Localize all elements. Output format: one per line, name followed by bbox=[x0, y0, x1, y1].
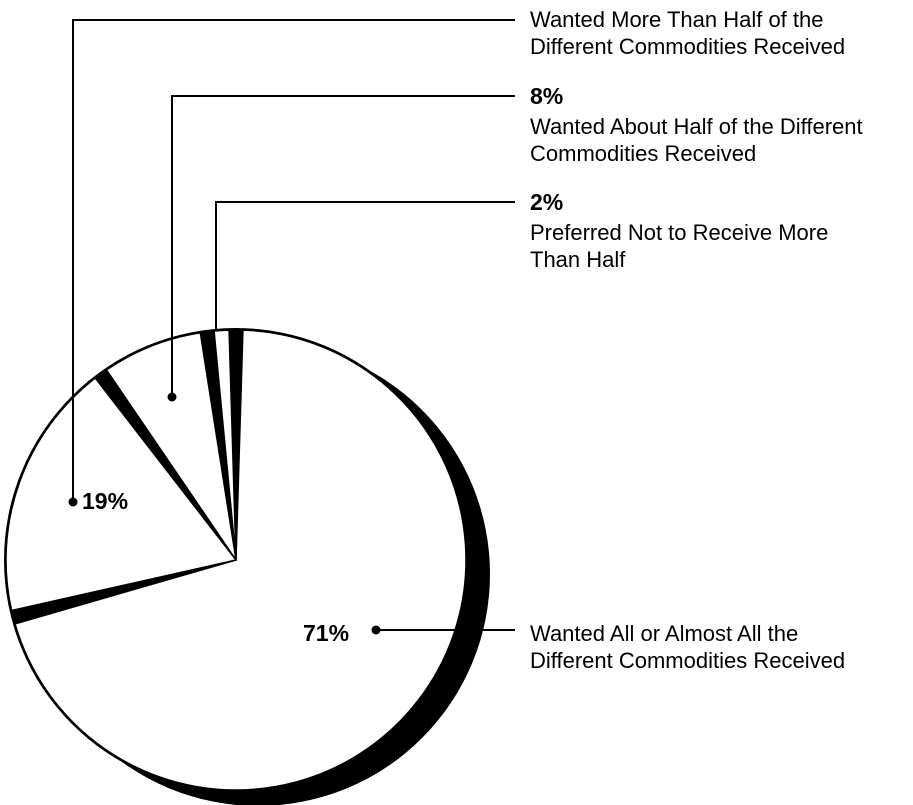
leader-71-dot bbox=[371, 625, 381, 635]
leader-8-dot bbox=[167, 392, 177, 402]
value-label-19: 19% bbox=[82, 488, 128, 514]
chart-labels: 71% Wanted All or Almost All the Differe… bbox=[82, 7, 869, 673]
pie-slices bbox=[4, 328, 468, 792]
leader-19-dot bbox=[68, 497, 78, 507]
leader-lines bbox=[68, 19, 515, 635]
slice-not-more-than-half bbox=[213, 329, 237, 561]
slice-more-than-half bbox=[5, 377, 238, 612]
category-label-all: Wanted All or Almost All the Different C… bbox=[530, 621, 845, 673]
slice-all bbox=[14, 329, 467, 791]
category-label-about-half: Wanted About Half of the Different Commo… bbox=[530, 114, 869, 166]
leader-8 bbox=[171, 95, 515, 397]
category-label-not-more-than-half: Preferred Not to Receive More Than Half bbox=[530, 220, 834, 272]
slice-about-half bbox=[105, 331, 237, 561]
value-label-8: 8% bbox=[530, 83, 563, 109]
value-label-2: 2% bbox=[530, 189, 563, 215]
value-label-71: 71% bbox=[303, 620, 349, 646]
leader-2 bbox=[215, 201, 515, 330]
leader-19 bbox=[72, 19, 515, 502]
category-label-more-than-half: Wanted More Than Half of the Different C… bbox=[530, 7, 845, 59]
